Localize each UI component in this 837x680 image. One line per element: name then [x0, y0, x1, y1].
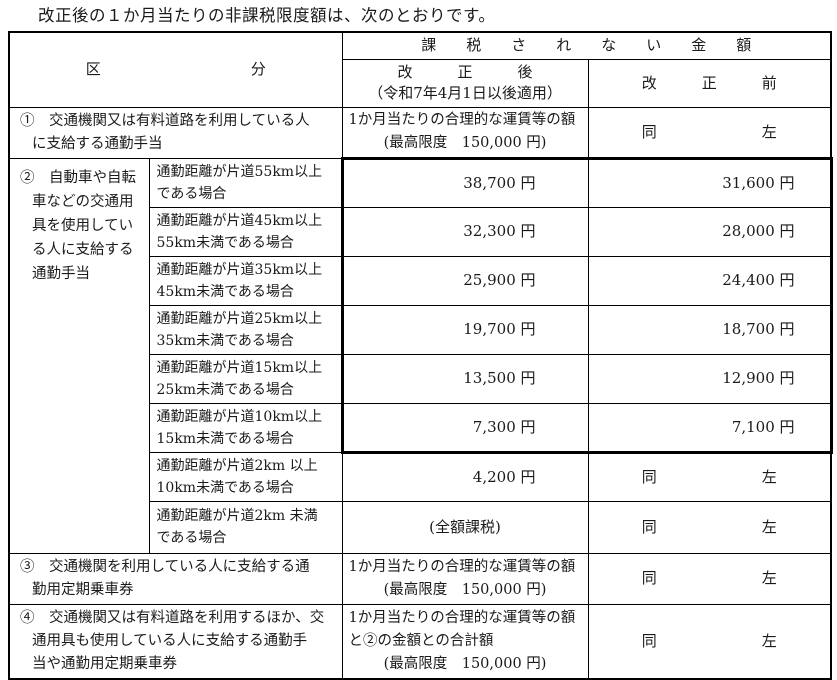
header-before-revision-cell: 改 正 前 — [587, 58, 832, 108]
row2-category-cell: ② 自動車や自転 車などの交通用 具を使用してい る人に支給する 通勤手当 — [8, 157, 150, 554]
row2-old-amount-cell-4: 12,900 円 — [587, 353, 833, 404]
row2-condition-cell-0: 通勤距離が片道55km以上 である場合 — [148, 157, 343, 208]
row2-old-amount-cell-1: 28,000 円 — [587, 206, 833, 257]
row3-category-cell: ③ 交通機関を利用している人に支給する通 勤用定期乗車券 — [8, 552, 343, 605]
row2-old-amount-cell-7: 同 左 — [587, 500, 832, 554]
row4-old-limit-cell: 同 左 — [587, 603, 832, 679]
row1-old-limit-cell: 同 左 — [587, 106, 832, 159]
row2-condition-cell-2: 通勤距離が片道35km以上 45km未満である場合 — [148, 255, 343, 306]
row2-new-amount-cell-6: 4,200 円 — [341, 451, 589, 502]
allowance-limit-table: 区 分 課 税 さ れ な い 金 額 改 正 後（令和7年4月1日以後適用） … — [8, 31, 833, 680]
row3-new-limit-text: 1か月当たりの合理的な運賃等の額 — [348, 558, 576, 575]
after-revision-label: 改 正 後 — [397, 63, 533, 81]
after-revision-effective-date: （令和7年4月1日以後適用） — [368, 84, 562, 102]
row2-condition-cell-1: 通勤距離が片道45km以上 55km未満である場合 — [148, 206, 343, 257]
row2-condition-cell-5: 通勤距離が片道10km以上 15km未満である場合 — [148, 402, 343, 453]
row4-new-limit-cap: (最高限度 150,000 円) — [383, 655, 547, 672]
row2-new-amount-cell-1: 32,300 円 — [340, 206, 589, 257]
row2-condition-cell-3: 通勤距離が片道25km以上 35km未満である場合 — [148, 304, 343, 355]
header-category-cell: 区 分 — [8, 31, 343, 108]
row2-new-amount-cell-0: 38,700 円 — [340, 156, 589, 208]
header-after-revision-cell: 改 正 後 （令和7年4月1日以後適用） — [341, 58, 589, 108]
row2-new-amount-cell-3: 19,700 円 — [340, 304, 589, 355]
row3-new-limit-cap: (最高限度 150,000 円) — [383, 581, 547, 598]
row2-condition-cell-7: 通勤距離が片道2km 未満 である場合 — [148, 500, 343, 554]
row2-old-amount-cell-5: 7,100 円 — [587, 402, 833, 454]
row2-old-amount-cell-6: 同 左 — [587, 451, 832, 502]
row2-new-amount-cell-5: 7,300 円 — [340, 402, 589, 454]
row3-new-limit-cell: 1か月当たりの合理的な運賃等の額 (最高限度 150,000 円) — [341, 552, 589, 605]
row1-new-limit-cell: 1か月当たりの合理的な運賃等の額 (最高限度 150,000 円) — [341, 106, 589, 159]
page-title: 改正後の１か月当たりの非課税限度額は、次のとおりです。 — [38, 6, 496, 25]
row1-new-limit-text: 1か月当たりの合理的な運賃等の額 — [348, 112, 576, 128]
row2-old-amount-cell-2: 24,400 円 — [587, 255, 833, 306]
row2-new-amount-cell-7: (全額課税) — [341, 500, 589, 554]
row2-old-amount-cell-3: 18,700 円 — [587, 304, 833, 355]
row2-condition-cell-6: 通勤距離が片道2km 以上 10km未満である場合 — [148, 451, 343, 502]
row3-old-limit-cell: 同 左 — [587, 552, 832, 605]
row2-old-amount-cell-0: 31,600 円 — [587, 156, 833, 208]
row4-new-limit-cell: 1か月当たりの合理的な運賃等の額 と②の金額との合計額 (最高限度 150,000 … — [341, 603, 589, 679]
row4-new-limit-text: 1か月当たりの合理的な運賃等の額 — [348, 609, 576, 626]
row2-new-amount-cell-2: 25,900 円 — [340, 255, 589, 306]
row4-new-limit-sum: と②の金額との合計額 — [348, 632, 494, 649]
row2-new-amount-cell-4: 13,500 円 — [340, 353, 589, 404]
row2-condition-cell-4: 通勤距離が片道15km以上 25km未満である場合 — [148, 353, 343, 404]
row1-new-limit-cap: (最高限度 150,000 円) — [383, 135, 547, 151]
row4-category-cell: ④ 交通機関又は有料道路を利用するほか、交 通用具も使用している人に支給する通勤… — [8, 603, 343, 679]
row1-category-cell: ① 交通機関又は有料道路を利用している人 に支給する通勤手当 — [8, 106, 343, 159]
header-nontaxable-amount-cell: 課 税 さ れ な い 金 額 — [341, 31, 832, 60]
